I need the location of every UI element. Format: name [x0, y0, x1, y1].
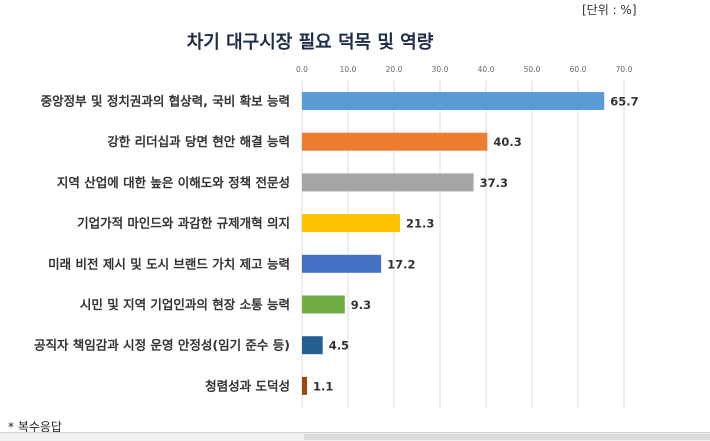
category-label: 중앙정부 및 정치권과의 협상력, 국비 확보 능력 — [41, 94, 290, 109]
data-label: 9.3 — [351, 298, 371, 312]
bar — [302, 214, 400, 233]
x-tick-label: 10.0 — [340, 65, 357, 74]
data-label: 17.2 — [387, 257, 415, 271]
data-label: 1.1 — [313, 379, 333, 393]
category-label: 기업가적 마인드와 과감한 규제개혁 의지 — [77, 216, 290, 231]
bar — [302, 92, 605, 110]
bar — [302, 295, 345, 314]
bar — [302, 132, 488, 151]
x-tick-label: 0.0 — [296, 65, 308, 74]
x-tick-label: 70.0 — [616, 65, 633, 74]
data-label: 40.3 — [493, 135, 521, 149]
data-label: 65.7 — [610, 95, 638, 109]
category-label: 미래 비전 제시 및 도시 브랜드 가치 제고 능력 — [48, 256, 290, 271]
category-label: 강한 리더십과 당면 현안 해결 능력 — [107, 134, 290, 149]
x-tick-label: 60.0 — [570, 65, 587, 74]
x-tick-label: 40.0 — [478, 65, 495, 74]
x-tick-label: 50.0 — [524, 65, 541, 74]
data-label: 21.3 — [406, 217, 434, 231]
unit-label: [단위 : %] — [582, 3, 637, 17]
category-label: 공직자 책임감과 시정 운영 안정성(임기 준수 등) — [34, 338, 290, 353]
bar — [302, 336, 323, 355]
data-label: 37.3 — [480, 176, 508, 190]
bar — [302, 173, 474, 192]
x-tick-label: 20.0 — [386, 65, 403, 74]
category-label: 청렴성과 도덕성 — [205, 378, 290, 393]
bar — [302, 254, 382, 273]
chart-title: 차기 대구시장 필요 덕목 및 역량 — [186, 32, 434, 53]
data-label: 4.5 — [329, 339, 349, 353]
category-label: 시민 및 지역 기업인과의 현장 소통 능력 — [80, 297, 290, 312]
x-tick-label: 30.0 — [432, 65, 449, 74]
horizontal-scrollbar-thumb[interactable] — [304, 434, 710, 440]
category-label: 지역 산업에 대한 높은 이해도와 정책 전문성 — [57, 175, 290, 190]
bar — [302, 376, 308, 395]
footnote: * 복수응답 — [8, 420, 62, 434]
